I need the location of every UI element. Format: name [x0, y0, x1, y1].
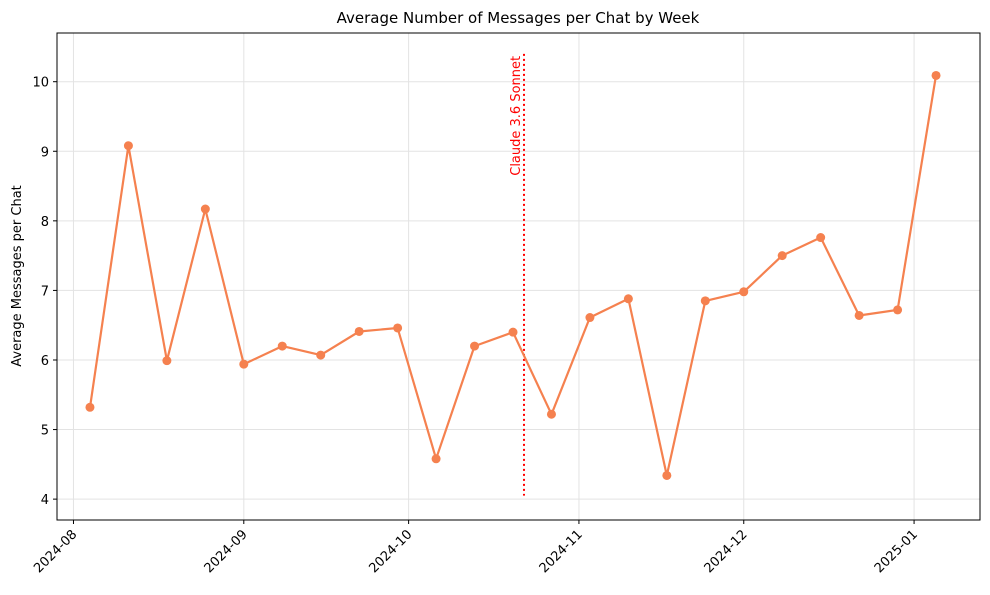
y-tick-label: 7: [41, 284, 49, 299]
data-point: [201, 205, 210, 214]
y-tick-label: 9: [41, 145, 49, 160]
data-point: [701, 296, 710, 305]
x-tick-label: 2024-10: [366, 527, 415, 576]
data-point: [509, 328, 518, 337]
data-point: [893, 305, 902, 314]
data-point: [393, 323, 402, 332]
data-point: [85, 403, 94, 412]
x-tick-label: 2024-08: [31, 527, 80, 576]
chart-title: Average Number of Messages per Chat by W…: [337, 9, 700, 27]
x-tick-label: 2024-09: [202, 527, 251, 576]
data-point: [855, 311, 864, 320]
data-point: [162, 356, 171, 365]
y-tick-label: 10: [32, 76, 49, 91]
data-point: [816, 233, 825, 242]
data-point: [239, 360, 248, 369]
data-point: [932, 71, 941, 80]
data-point: [624, 294, 633, 303]
x-tick-label: 2024-12: [702, 527, 751, 576]
y-axis-label: Average Messages per Chat: [10, 185, 25, 367]
data-point: [778, 251, 787, 260]
data-point: [355, 327, 364, 336]
data-point: [470, 342, 479, 351]
y-tick-label: 8: [41, 215, 49, 230]
y-tick-label: 4: [41, 493, 49, 508]
data-point: [124, 141, 133, 150]
x-tick-label: 2025-01: [872, 527, 921, 576]
data-point: [316, 351, 325, 360]
data-point: [432, 454, 441, 463]
y-tick-label: 6: [41, 354, 49, 369]
x-tick-label: 2024-11: [537, 527, 586, 576]
data-point: [585, 313, 594, 322]
data-point: [739, 287, 748, 296]
data-point: [547, 410, 556, 419]
y-tick-label: 5: [41, 424, 49, 439]
release-marker-label: Claude 3.6 Sonnet: [509, 56, 524, 176]
data-point: [662, 471, 671, 480]
data-point: [278, 342, 287, 351]
